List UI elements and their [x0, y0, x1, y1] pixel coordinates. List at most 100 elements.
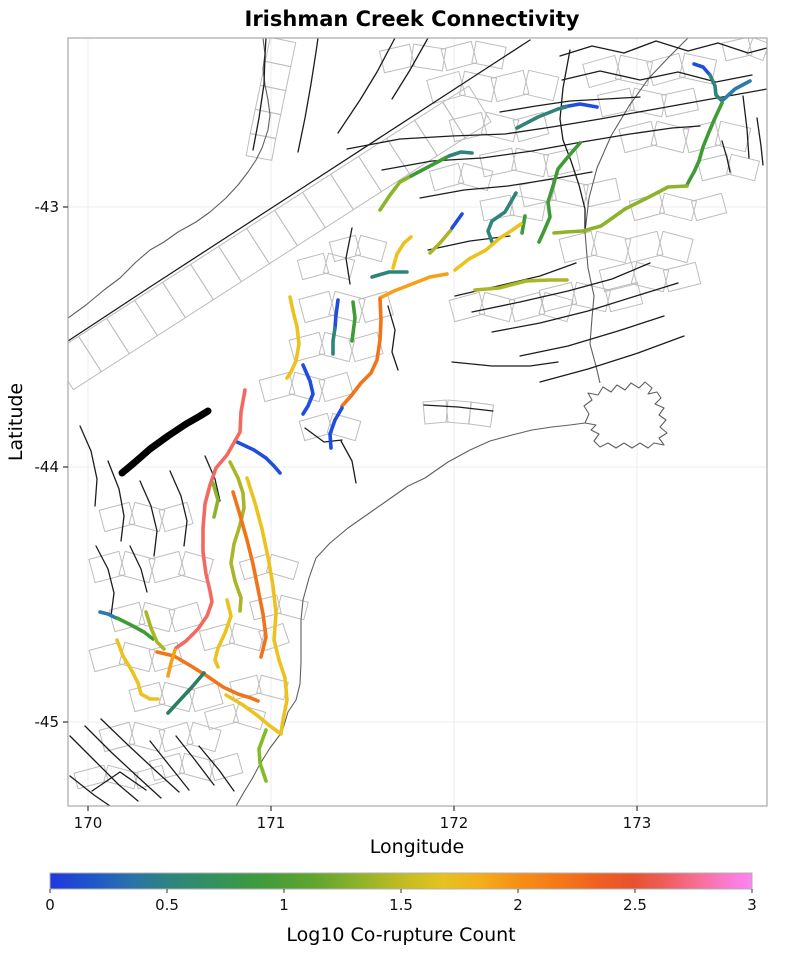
- co-rupture-fault-trace: [515, 105, 568, 130]
- map-layers: [68, 38, 767, 806]
- fault-patch: [656, 230, 694, 264]
- highlight-fault-irishman-creek: [118, 407, 212, 477]
- fault-patch: [148, 752, 186, 782]
- fault-patch: [138, 601, 176, 633]
- fault-trace: [175, 735, 215, 786]
- fault-patch-chain: [558, 230, 694, 264]
- fault-patch: [118, 550, 156, 584]
- fault-trace: [427, 235, 511, 251]
- fault-trace: [129, 545, 148, 593]
- fault-patch: [479, 194, 515, 222]
- fault-trace: [391, 38, 429, 100]
- fault-patch-chain: [298, 290, 394, 324]
- co-rupture-fault-trace: [331, 326, 337, 356]
- fault-patch: [618, 120, 658, 154]
- plot-frame: [67, 37, 768, 807]
- fault-patch: [590, 230, 632, 264]
- co-rupture-fault-trace: [235, 440, 282, 475]
- fault-patch: [409, 43, 447, 72]
- fault-patch: [88, 550, 126, 584]
- fault-patch: [471, 40, 507, 70]
- co-rupture-fault-trace: [428, 228, 453, 255]
- fault-patch-chain: [203, 703, 267, 731]
- fault-patch-chain: [73, 764, 167, 790]
- fault-patch: [178, 550, 214, 584]
- co-rupture-fault-trace: [98, 610, 118, 620]
- fault-trace: [491, 282, 679, 333]
- fault-patch: [208, 752, 244, 782]
- fault-trace: [539, 335, 685, 383]
- fault-patch: [697, 153, 732, 182]
- fault-trace: [519, 315, 665, 357]
- fault-patch: [148, 550, 186, 584]
- fault-patch-chain: [428, 162, 494, 192]
- fault-patch: [428, 162, 465, 192]
- co-rupture-fault-trace: [301, 363, 315, 416]
- fault-patch: [583, 177, 621, 208]
- fault-patch: [458, 70, 498, 103]
- colorbar-tick-label: 0: [45, 896, 55, 914]
- fault-patch-chain: [328, 234, 388, 263]
- co-rupture-fault-trace: [453, 222, 523, 272]
- fault-patch: [328, 234, 362, 263]
- co-rupture-fault-trace: [257, 728, 268, 783]
- fault-patch: [98, 501, 136, 533]
- fault-patch-chain: [378, 40, 507, 74]
- fault-patch: [298, 412, 334, 442]
- fault-patch: [480, 111, 520, 143]
- y-tick-label: -43: [35, 198, 60, 216]
- co-rupture-fault-trace: [537, 141, 582, 244]
- fault-trace: [559, 49, 586, 232]
- co-rupture-fault-trace: [473, 278, 569, 292]
- fault-patch: [597, 87, 635, 118]
- fault-patch: [158, 501, 194, 533]
- fault-patch: [258, 622, 290, 652]
- fault-trace: [139, 480, 158, 557]
- fault-patch-chain: [582, 52, 718, 89]
- fault-trace: [68, 39, 531, 342]
- coastline: [68, 38, 271, 319]
- x-tick-label: 170: [74, 814, 103, 832]
- fault-patch: [442, 85, 492, 139]
- co-rupture-fault-trace: [552, 184, 689, 235]
- fault-patch: [322, 252, 356, 281]
- fault-patch: [128, 721, 166, 753]
- fault-patch: [661, 87, 699, 118]
- fault-trace: [346, 88, 767, 150]
- fault-trace: [84, 725, 162, 799]
- figure-title: Irishman Creek Connectivity: [245, 7, 580, 31]
- fault-patch: [128, 501, 166, 533]
- colorbar-tick-label: 1: [279, 896, 289, 914]
- fault-patch: [721, 38, 753, 62]
- fault-trace: [499, 96, 641, 113]
- co-rupture-fault-trace: [166, 648, 177, 678]
- fault-patch: [646, 52, 686, 87]
- co-rupture-fault-trace: [350, 300, 357, 343]
- fault-patch: [348, 331, 384, 363]
- fault-trace: [345, 227, 353, 285]
- fault-trace: [471, 262, 651, 313]
- co-rupture-fault-trace: [378, 272, 449, 300]
- fault-trace: [107, 460, 125, 542]
- co-rupture-fault-trace: [391, 235, 413, 270]
- colorbar-gradient: [49, 872, 753, 890]
- fault-patch: [73, 764, 109, 790]
- co-rupture-fault-trace: [115, 616, 155, 641]
- co-rupture-fault-trace: [213, 598, 233, 669]
- fault-patch-chain: [249, 594, 309, 621]
- fault-patch: [133, 764, 167, 790]
- colorbar-tick-label: 2.5: [623, 896, 647, 914]
- fault-trace: [169, 470, 188, 547]
- co-rupture-fault-trace: [486, 191, 518, 244]
- co-rupture-fault-trace: [450, 212, 464, 230]
- x-axis-label: Longitude: [370, 836, 465, 858]
- fault-patch: [426, 70, 466, 105]
- fault-trace: [419, 171, 593, 199]
- fault-patch: [650, 120, 690, 154]
- fault-trace: [721, 140, 731, 173]
- fault-patch: [512, 111, 550, 143]
- colorbar-label: Log10 Co-rupture Count: [286, 924, 515, 946]
- fault-patch: [448, 111, 488, 143]
- x-tick-label: 173: [623, 814, 652, 832]
